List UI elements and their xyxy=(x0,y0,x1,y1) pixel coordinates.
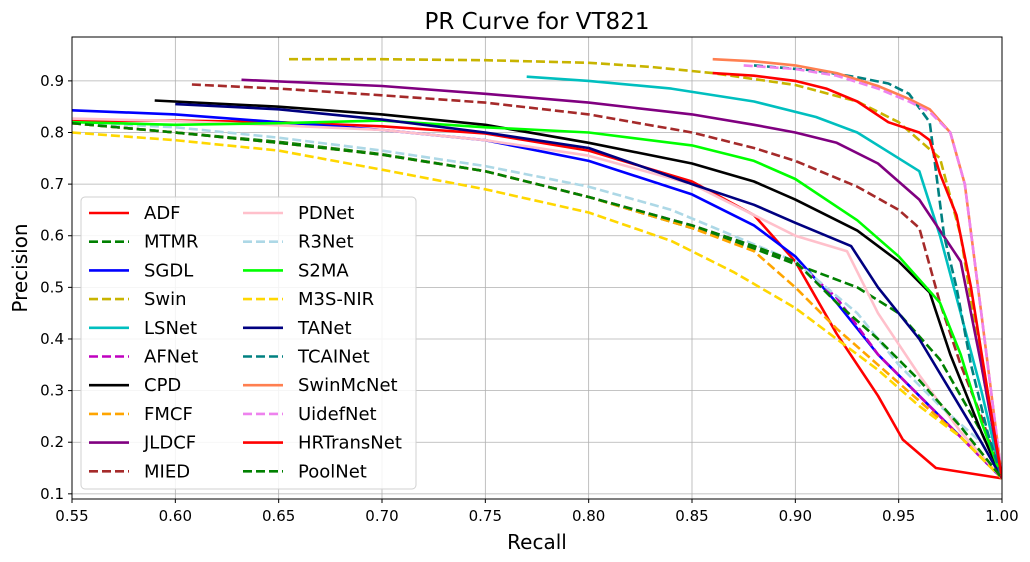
legend-label: CPD xyxy=(144,375,181,396)
x-tick-label: 0.55 xyxy=(55,507,88,525)
legend-label: S2MA xyxy=(298,260,349,281)
legend-label: FMCF xyxy=(144,404,193,425)
x-tick-label: 0.85 xyxy=(675,507,708,525)
y-tick-label: 0.3 xyxy=(40,382,64,400)
series-line-lsnet xyxy=(526,75,1002,479)
y-tick-label: 0.1 xyxy=(40,485,64,503)
legend-label: ADF xyxy=(144,203,181,224)
chart-title: PR Curve for VT821 xyxy=(425,9,650,35)
legend-label: PoolNet xyxy=(298,461,367,482)
legend-label: M3S-NIR xyxy=(298,289,374,310)
legend-label: UidefNet xyxy=(298,404,377,425)
plot-frame xyxy=(71,36,1003,500)
x-tick-label: 0.70 xyxy=(365,507,398,525)
legend-label: LSNet xyxy=(144,318,197,339)
y-tick-label: 0.5 xyxy=(40,278,64,296)
legend-label: Swin xyxy=(144,289,187,310)
series-line-uidefnet xyxy=(743,64,1002,479)
series-line-jldcf xyxy=(241,78,1002,479)
y-tick-label: 0.2 xyxy=(40,433,64,451)
legend: ADF MTMR SGDL Swin LSNet AFNet CPD FMCF JLDCF MIE… xyxy=(80,196,417,490)
legend-label: MTMR xyxy=(144,232,199,253)
x-tick-label: 1.00 xyxy=(985,507,1018,525)
x-tick-label: 0.95 xyxy=(882,507,915,525)
series-line-hrtransnet xyxy=(712,71,1002,479)
x-axis-label: Recall xyxy=(507,530,567,554)
legend-label: HRTransNet xyxy=(298,433,402,454)
y-axis-label: Precision xyxy=(8,223,32,312)
x-tick-label: 0.60 xyxy=(159,507,192,525)
x-tick-label: 0.90 xyxy=(779,507,812,525)
y-tick-label: 0.8 xyxy=(40,123,64,141)
series-line-s2ma xyxy=(72,119,1002,479)
legend-label: PDNet xyxy=(298,203,354,224)
legend-label: SwinMcNet xyxy=(298,375,398,396)
x-tick-label: 0.65 xyxy=(262,507,295,525)
y-tick-label: 0.4 xyxy=(40,330,64,348)
series-line-mied xyxy=(191,83,1002,479)
legend-box xyxy=(80,196,417,490)
legend-label: R3Net xyxy=(298,232,354,253)
series-layer xyxy=(72,57,1002,480)
y-ticks: 0.1 0.2 0.3 0.4 0.5 0.6 0.7 0.8 0.9 xyxy=(40,72,72,503)
y-tick-label: 0.9 xyxy=(40,72,64,90)
legend-label: TCAINet xyxy=(297,347,370,368)
x-ticks: 0.55 0.60 0.65 0.70 0.75 0.80 0.85 0.90 0.95 1.00 xyxy=(55,499,1019,525)
x-tick-label: 0.80 xyxy=(572,507,605,525)
series-line-tanet xyxy=(175,102,1002,480)
series-line-pdnet xyxy=(72,117,1002,480)
x-tick-label: 0.75 xyxy=(469,507,502,525)
legend-label: MIED xyxy=(144,461,190,482)
series-line-r3net xyxy=(72,120,1002,480)
legend-label: SGDL xyxy=(144,260,193,281)
series-line-poolnet xyxy=(72,121,1002,480)
y-tick-label: 0.6 xyxy=(40,227,64,245)
series-line-cpd xyxy=(154,99,1002,479)
legend-label: JLDCF xyxy=(143,433,196,454)
legend-label: AFNet xyxy=(144,347,198,368)
series-line-tcainet xyxy=(753,64,1002,479)
series-line-m3s-nir xyxy=(72,131,1002,480)
y-tick-label: 0.7 xyxy=(40,175,64,193)
series-line-swin xyxy=(289,57,1002,479)
legend-label: TANet xyxy=(297,318,352,339)
